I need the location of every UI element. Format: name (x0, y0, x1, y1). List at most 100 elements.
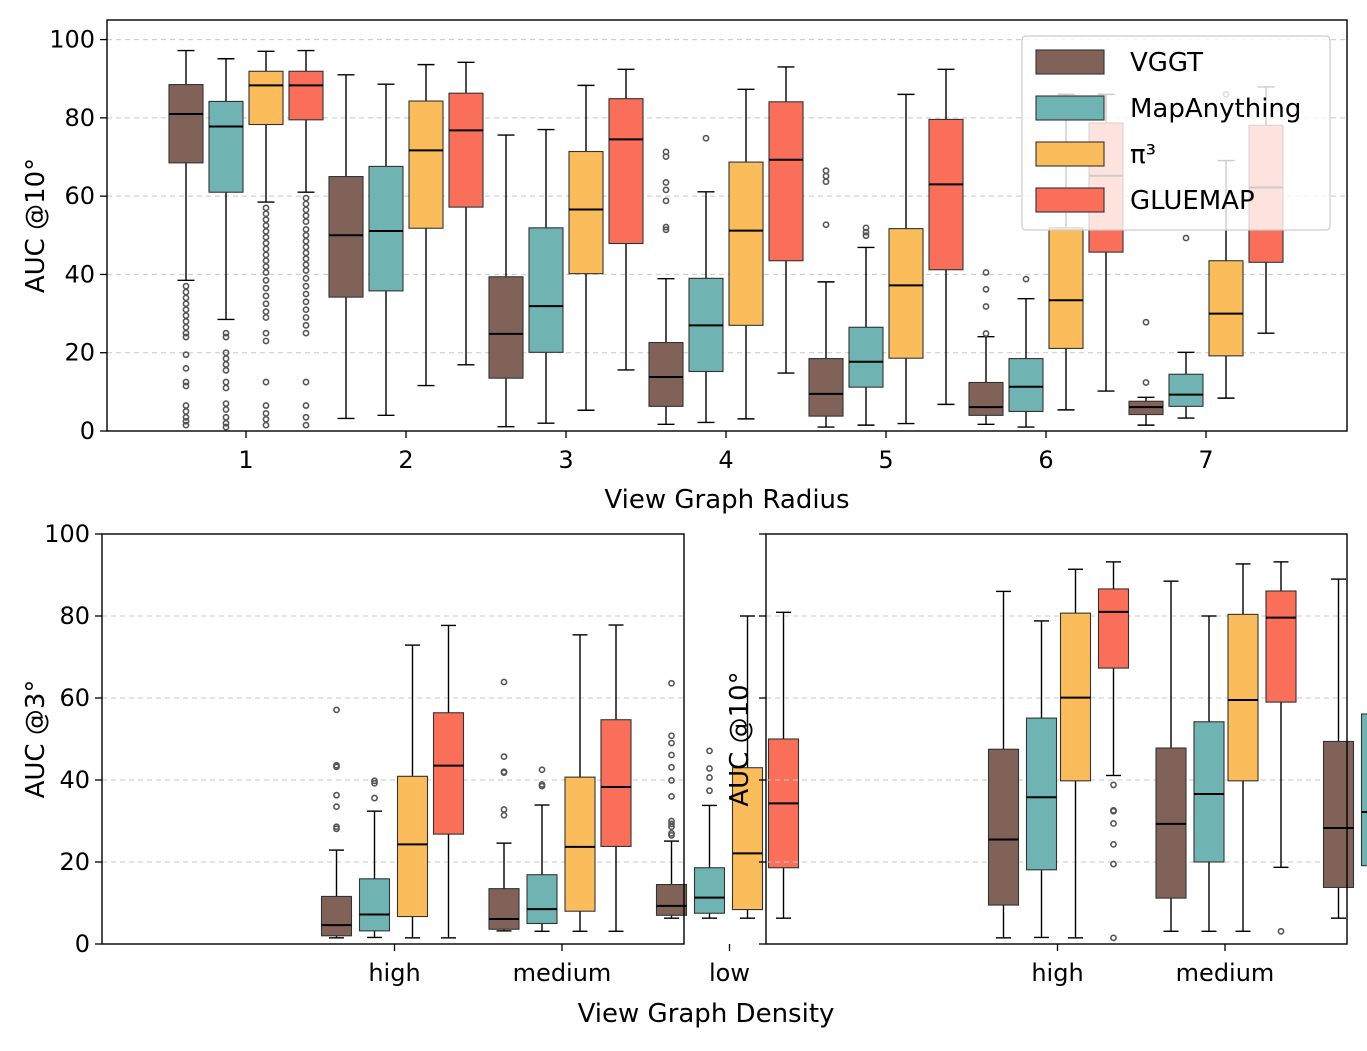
x-tick-label: 1 (238, 446, 253, 474)
box-pi3-3 (568, 84, 604, 411)
outlier-point (500, 769, 508, 777)
outlier-point (668, 777, 675, 784)
outlier-point (262, 269, 270, 276)
box-iqr (488, 276, 524, 379)
outlier-point (662, 179, 670, 186)
outlier-point (1182, 234, 1190, 242)
box-MapAnything-1 (208, 58, 244, 431)
outlier-point (262, 284, 270, 292)
box-GLUEMAP-3 (608, 68, 644, 371)
plot-frame (101, 533, 685, 945)
box-iqr (564, 776, 596, 912)
x-tick-label: 6 (1038, 446, 1053, 474)
box-pi3-low (731, 615, 764, 919)
x-tick-label: 4 (718, 446, 733, 474)
outlier-point (862, 232, 870, 240)
outlier-point (262, 210, 270, 218)
box-iqr (1265, 590, 1297, 703)
outlier-point (182, 333, 190, 341)
outlier-point (662, 223, 670, 231)
box-iqr (1008, 358, 1044, 412)
outlier-point (302, 282, 310, 290)
outlier-point (182, 288, 190, 296)
x-axis-label: View Graph Density (578, 999, 835, 1029)
outlier-point (302, 218, 310, 225)
box-iqr (987, 748, 1020, 906)
box-pi3-5 (888, 93, 924, 425)
box-iqr (693, 867, 726, 914)
y-tick-label: 20 (59, 848, 90, 876)
outlier-point (302, 261, 310, 269)
outlier-point (222, 419, 230, 427)
x-tick-label: 3 (558, 446, 573, 474)
top-panel-radius: 0 20 40 60 80 100 1 2 3 4 5 6 7 View Graph Radius AUC … (21, 19, 1348, 515)
outlier-point (302, 314, 310, 321)
outlier-point (662, 226, 670, 234)
outlier-point (182, 323, 190, 331)
outlier-point (262, 216, 270, 224)
box-VGGT-3 (488, 134, 524, 428)
outlier-point (668, 831, 675, 839)
box-GLUEMAP-medium (1265, 561, 1297, 935)
box-GLUEMAP-low (767, 611, 800, 919)
box-iqr (248, 70, 284, 126)
legend-label-pi3: π³ (1130, 140, 1156, 170)
box-iqr (288, 70, 324, 121)
outlier-point (668, 793, 675, 800)
box-pi3-medium (564, 634, 596, 932)
outlier-point (182, 306, 190, 314)
outlier-point (262, 227, 270, 235)
outlier-point (1110, 820, 1117, 827)
outlier-point (262, 329, 270, 337)
outlier-point (1142, 318, 1150, 326)
outlier-point (262, 378, 270, 386)
outlier-point (262, 222, 270, 229)
y-tick-label: 40 (64, 260, 95, 288)
outlier-point (182, 312, 190, 319)
box-pi3-4 (728, 88, 764, 420)
box-VGGT-1 (168, 49, 204, 429)
outlier-point (182, 300, 190, 308)
box-MapAnything-medium (526, 766, 558, 932)
outlier-point (1110, 781, 1117, 789)
outlier-point (302, 243, 310, 251)
outlier-point (668, 823, 675, 831)
legend-swatch-VGGT (1035, 49, 1105, 75)
outlier-point (182, 402, 190, 409)
box-VGGT-high (320, 706, 353, 939)
outlier-point (262, 415, 270, 423)
outlier-point (182, 317, 190, 325)
box-iqr (320, 895, 353, 937)
outlier-point (262, 314, 270, 321)
bottom-right-panel-density-auc10: highmediumlowAUC @10° (725, 533, 1367, 987)
box-iqr (1322, 740, 1355, 888)
box-iqr (448, 92, 484, 208)
legend-swatch-MapAnything (1035, 95, 1105, 121)
outlier-point (1110, 807, 1117, 815)
box-iqr (808, 358, 844, 417)
outlier-point (333, 791, 340, 799)
legend-swatch-GLUEMAP (1035, 187, 1105, 213)
box-MapAnything-2 (368, 83, 404, 417)
box-VGGT-4 (648, 148, 684, 426)
box-pi3-medium (1227, 563, 1259, 932)
box-iqr (600, 719, 632, 847)
outlier-point (333, 803, 340, 811)
legend-swatch-pi3 (1035, 141, 1105, 167)
box-iqr (1025, 717, 1058, 871)
outlier-point (262, 276, 270, 284)
outlier-point (262, 300, 270, 308)
outlier-point (668, 763, 675, 771)
outlier-point (333, 706, 340, 714)
outlier-point (302, 231, 310, 239)
outlier-point (538, 766, 546, 774)
box-GLUEMAP-2 (448, 61, 484, 366)
box-VGGT-high (987, 590, 1020, 939)
box-iqr (1097, 588, 1130, 669)
outlier-point (862, 224, 870, 232)
outlier-point (371, 779, 378, 787)
box-iqr (608, 98, 644, 245)
x-tick-label: 2 (398, 446, 413, 474)
outlier-point (182, 364, 190, 372)
